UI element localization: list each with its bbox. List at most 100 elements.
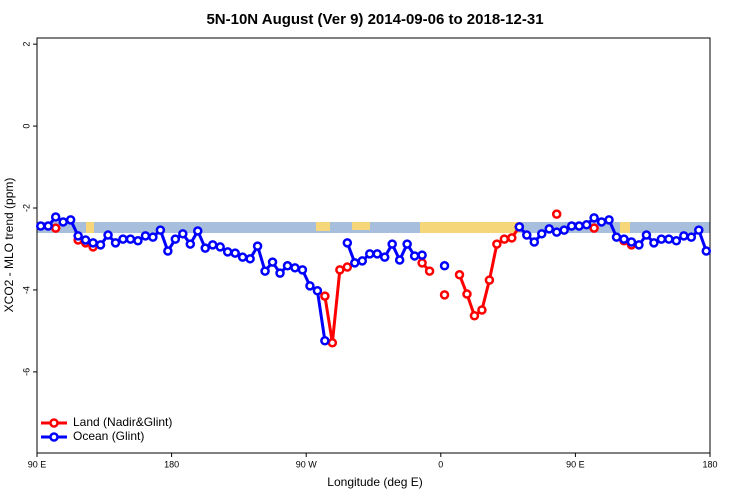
point <box>252 241 263 251</box>
point <box>604 215 614 225</box>
point <box>619 234 629 244</box>
point <box>133 236 143 246</box>
point <box>118 234 128 244</box>
point <box>611 232 622 242</box>
point <box>193 226 203 236</box>
point <box>200 243 210 253</box>
y-axis-label: XCO2 - MLO trend (ppm) <box>2 178 16 313</box>
point <box>260 266 270 276</box>
point <box>664 234 674 244</box>
point <box>320 335 330 346</box>
point <box>417 250 427 260</box>
series-line <box>40 215 708 341</box>
point <box>589 213 599 223</box>
point <box>80 235 91 245</box>
legend-label: Ocean (Glint) <box>73 429 144 443</box>
point <box>237 252 248 262</box>
point <box>402 239 412 249</box>
point <box>342 262 353 272</box>
point <box>559 225 569 235</box>
point <box>43 221 53 231</box>
point <box>671 236 682 246</box>
point <box>634 240 644 250</box>
point <box>439 290 450 300</box>
point <box>477 305 487 315</box>
point <box>566 221 577 231</box>
x-axis-label: Longitude (deg E) <box>327 475 422 489</box>
point <box>379 252 390 262</box>
x-tick-label: 180 <box>702 459 717 469</box>
point <box>65 215 76 225</box>
point <box>514 222 525 232</box>
point <box>335 265 345 275</box>
point <box>574 221 584 231</box>
point <box>148 232 158 242</box>
point <box>245 254 255 264</box>
point <box>88 238 98 248</box>
point <box>626 237 637 247</box>
point <box>462 289 472 299</box>
point <box>424 266 435 276</box>
point <box>50 212 61 222</box>
point <box>469 311 480 321</box>
point <box>110 238 121 248</box>
point <box>222 247 233 257</box>
y-tick-label: -2 <box>21 204 31 212</box>
point <box>544 224 554 234</box>
point <box>267 257 278 267</box>
y-tick-label: -4 <box>21 286 31 294</box>
point <box>589 223 599 233</box>
point <box>290 263 300 273</box>
point <box>95 240 106 250</box>
point <box>417 258 427 268</box>
legend-label: Land (Nadir&Glint) <box>73 415 172 429</box>
point <box>282 261 293 271</box>
point <box>551 209 562 219</box>
point <box>155 225 166 235</box>
point <box>387 239 397 249</box>
point <box>454 270 465 280</box>
x-tick-label: 180 <box>164 459 179 469</box>
point <box>701 246 712 256</box>
point <box>350 258 360 268</box>
point <box>140 231 151 241</box>
point <box>679 231 689 241</box>
point <box>439 261 450 271</box>
point <box>484 275 495 285</box>
legend-marker <box>49 432 59 442</box>
point <box>103 230 113 240</box>
point <box>125 234 136 244</box>
point <box>394 255 405 265</box>
point <box>522 230 532 240</box>
point <box>305 281 315 291</box>
x-tick-label: 90 W <box>296 459 318 469</box>
point <box>537 229 547 239</box>
point <box>499 234 510 244</box>
plot-frame <box>36 37 711 454</box>
point <box>297 265 308 275</box>
point <box>365 249 375 259</box>
point <box>178 229 188 239</box>
point <box>207 240 218 250</box>
point <box>551 227 562 237</box>
point <box>357 256 368 266</box>
point <box>312 286 323 296</box>
point <box>649 238 659 248</box>
series-line <box>77 226 633 344</box>
point <box>529 237 540 247</box>
point <box>275 268 285 278</box>
land-band <box>86 222 630 233</box>
point <box>372 249 382 259</box>
point <box>492 239 502 249</box>
x-tick-label: 90 E <box>566 459 585 469</box>
point <box>58 217 68 227</box>
point <box>641 230 652 240</box>
point <box>409 251 420 261</box>
y-tick-label: -6 <box>21 368 31 376</box>
point <box>35 221 46 231</box>
point <box>215 242 225 252</box>
chart-title: 5N-10N August (Ver 9) 2014-09-06 to 2018… <box>206 11 543 28</box>
point <box>170 234 181 244</box>
point <box>320 291 330 301</box>
